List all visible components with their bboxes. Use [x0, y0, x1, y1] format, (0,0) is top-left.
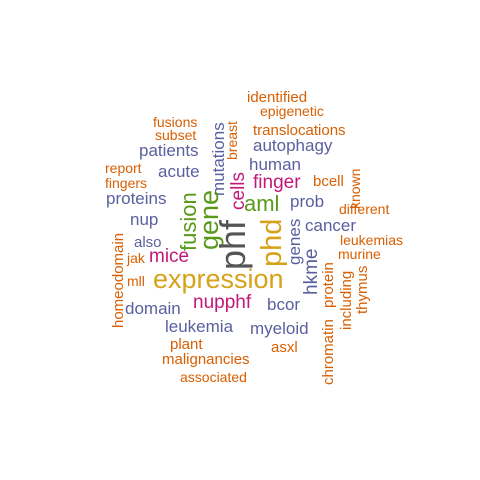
word-leukemia: leukemia	[165, 317, 234, 336]
word-hkme: hkme	[301, 248, 322, 295]
word-murine: murine	[338, 246, 381, 262]
word-myeloid: myeloid	[250, 319, 309, 338]
word-asxl: asxl	[271, 339, 298, 356]
word-subset: subset	[155, 127, 197, 143]
word-human: human	[249, 155, 301, 174]
word-nupphf: nupphf	[193, 292, 252, 313]
word-epigenetic: epigenetic	[260, 103, 324, 119]
word-fingers: fingers	[105, 175, 148, 191]
word-cells: cells	[228, 171, 249, 210]
word-autophagy: autophagy	[253, 136, 333, 155]
word-bcor: bcor	[267, 295, 301, 314]
word-expression: expression	[153, 264, 284, 294]
word-aml: aml	[244, 191, 280, 216]
word-fusions: fusions	[153, 114, 198, 130]
word-translocations: translocations	[253, 122, 346, 139]
word-fusion: fusion	[176, 192, 201, 251]
word-plant: plant	[170, 336, 203, 353]
word-acute: acute	[158, 162, 200, 181]
word-also: also	[134, 234, 162, 251]
word-chromatin: chromatin	[320, 319, 337, 385]
word-nup: nup	[130, 210, 159, 229]
word-including: including	[338, 270, 355, 330]
word-known: known	[347, 168, 363, 209]
word-mll: mll	[127, 273, 145, 289]
word-prob: prob	[290, 192, 325, 211]
word-proteins: proteins	[106, 189, 167, 208]
word-malignancies: malignancies	[162, 351, 250, 368]
word-mutations: mutations	[209, 122, 228, 196]
word-phd: phd	[256, 218, 288, 267]
word-bcell: bcell	[313, 173, 344, 190]
word-phf: phf	[212, 219, 253, 270]
word-different: different	[339, 201, 390, 217]
word-patients: patients	[139, 141, 199, 160]
word-homeodomain: homeodomain	[110, 232, 127, 328]
word-report: report	[105, 160, 142, 176]
word-finger: finger	[253, 172, 301, 193]
word-leukemias: leukemias	[340, 232, 404, 248]
word-thymus: thymus	[354, 265, 371, 314]
word-identified: identified	[247, 89, 308, 106]
word-cancer: cancer	[305, 216, 357, 235]
word-domain: domain	[125, 299, 181, 318]
word-jak: jak	[127, 250, 145, 266]
word-associated: associated	[180, 369, 247, 385]
word-mice: mice	[149, 246, 190, 267]
word-protein: protein	[320, 262, 337, 308]
